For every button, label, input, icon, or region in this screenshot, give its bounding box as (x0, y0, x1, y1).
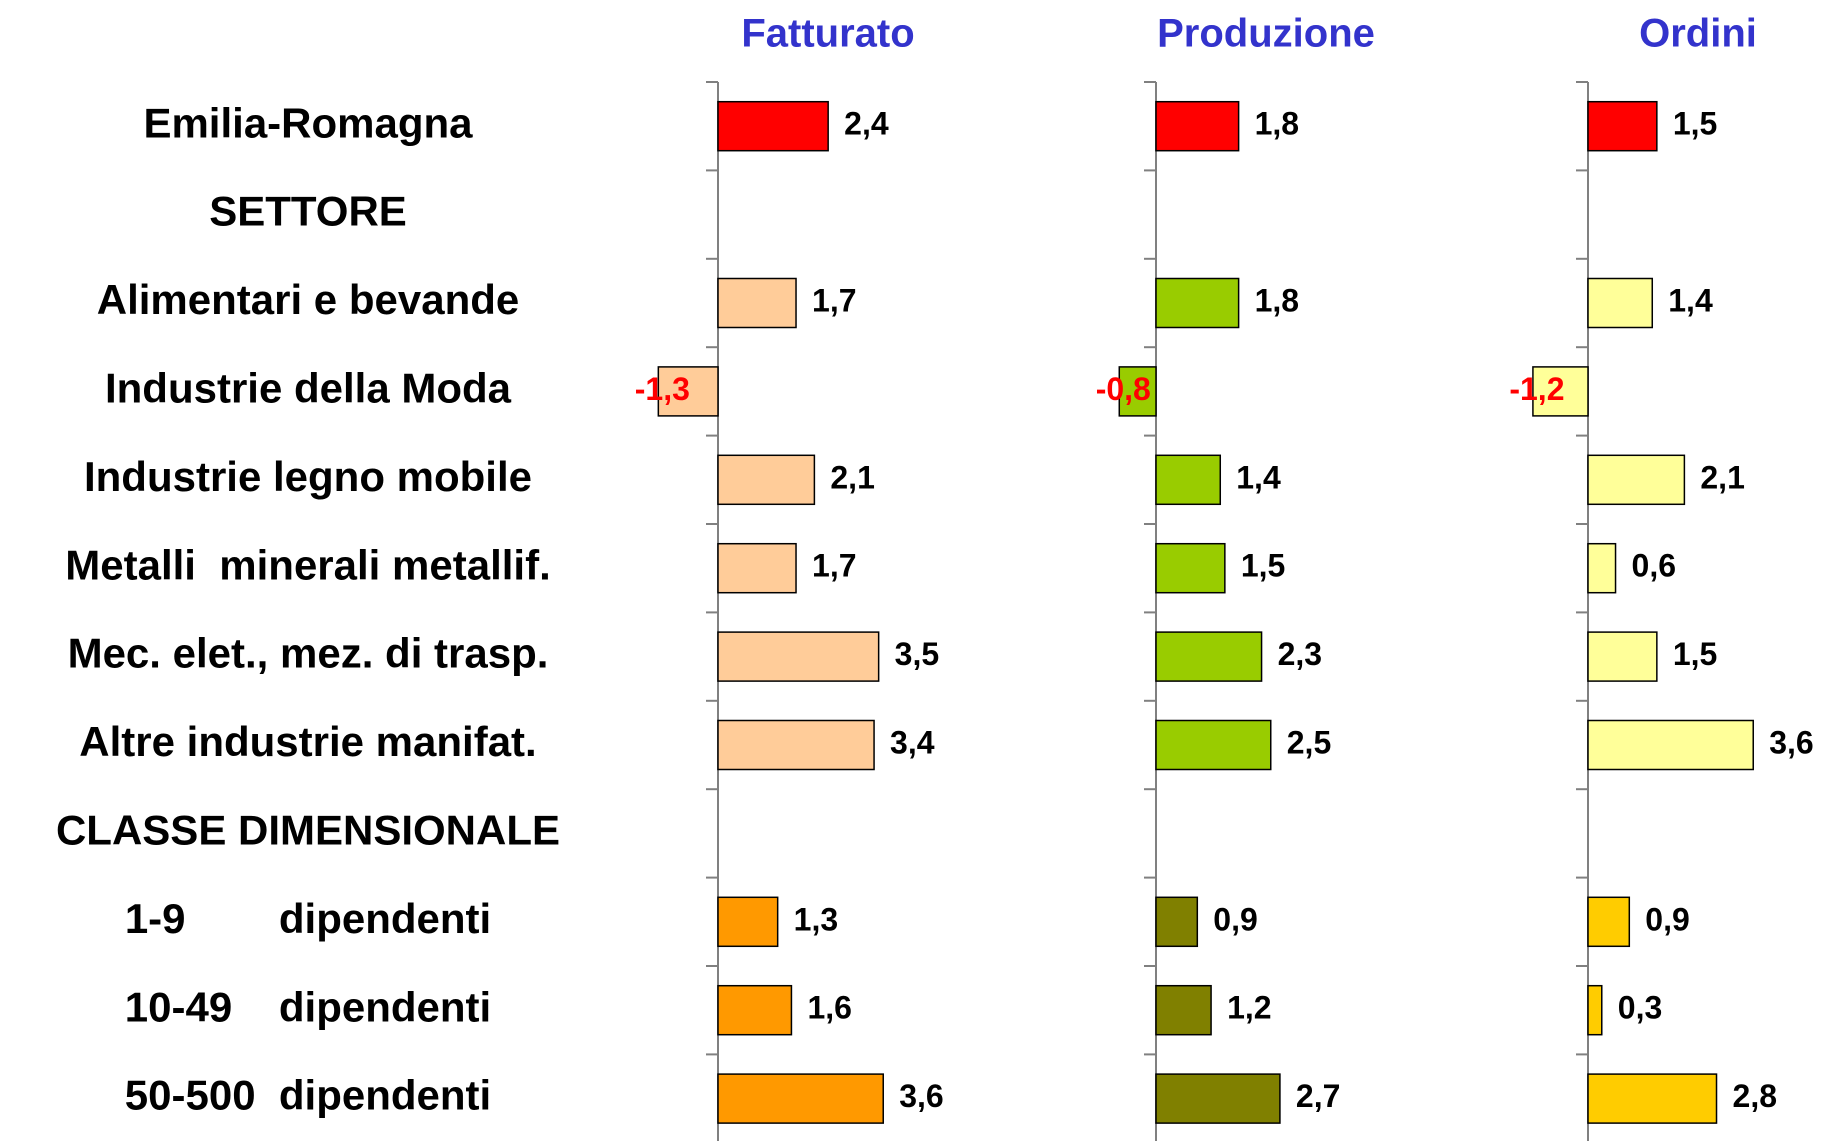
value-label: -1,2 (1509, 371, 1564, 407)
bar (1118, 366, 1157, 417)
bar (717, 277, 797, 329)
value-label: 1,7 (812, 548, 856, 584)
value-label: 1,2 (1227, 990, 1271, 1026)
bar (1155, 896, 1199, 948)
category-label: Metalli minerali metallif. (65, 541, 550, 588)
value-label: 1,5 (1241, 548, 1285, 584)
value-label: 1,5 (1673, 106, 1717, 142)
bar (1155, 542, 1226, 594)
bar (717, 631, 880, 682)
bar (1155, 277, 1240, 329)
value-label: 2,7 (1296, 1078, 1340, 1114)
value-label: 2,8 (1733, 1078, 1777, 1114)
bar (1587, 896, 1631, 948)
value-label: 2,1 (830, 459, 874, 495)
bar (657, 366, 719, 417)
value-label: 3,6 (1769, 724, 1813, 760)
bar (1155, 631, 1263, 682)
category-label: Alimentari e bevande (97, 276, 519, 323)
bar (1155, 719, 1272, 771)
value-label: 1,8 (1255, 106, 1299, 142)
bar (1155, 100, 1240, 152)
category-label: Mec. elet., mez. di trasp. (68, 630, 549, 677)
value-label: 3,6 (899, 1078, 943, 1114)
value-label: 1,3 (794, 901, 838, 937)
bar (717, 1073, 884, 1124)
value-label: 1,8 (1255, 282, 1299, 318)
value-label: 0,9 (1645, 901, 1689, 937)
bar (1587, 542, 1617, 594)
category-label: Industrie legno mobile (84, 453, 532, 500)
value-label: 1,5 (1673, 636, 1717, 672)
bar (1587, 719, 1754, 771)
value-label: 2,3 (1278, 636, 1322, 672)
bar (717, 719, 875, 771)
value-label: 3,5 (895, 636, 939, 672)
value-label: 2,5 (1287, 724, 1331, 760)
bar (717, 100, 829, 152)
value-label: 1,7 (812, 282, 856, 318)
value-label: -1,3 (635, 371, 690, 407)
bar (1587, 1073, 1718, 1124)
panel-title: Fatturato (741, 12, 914, 56)
bar (717, 984, 793, 1036)
bar (717, 896, 779, 948)
value-label: -0,8 (1096, 371, 1151, 407)
category-label: SETTORE (209, 188, 407, 235)
value-label: 1,4 (1668, 282, 1713, 318)
value-label: 1,6 (807, 990, 851, 1026)
category-label: 50-500 dipendenti (125, 1072, 491, 1119)
category-label: Industrie della Moda (105, 364, 512, 411)
value-label: 3,4 (890, 724, 935, 760)
category-label: 1-9 dipendenti (125, 895, 491, 942)
bar (1532, 366, 1589, 417)
bar (717, 542, 797, 594)
value-label: 0,6 (1632, 548, 1676, 584)
value-label: 0,3 (1618, 990, 1662, 1026)
panel-title: Produzione (1157, 12, 1375, 56)
bar (1587, 277, 1654, 329)
panel-title: Ordini (1639, 12, 1757, 56)
bar (1155, 984, 1212, 1036)
value-label: 2,4 (844, 106, 889, 142)
bar (1587, 631, 1658, 682)
bar (1587, 100, 1658, 152)
category-label: CLASSE DIMENSIONALE (56, 806, 560, 853)
category-label: 10-49 dipendenti (125, 983, 491, 1030)
bar (1155, 454, 1222, 506)
category-label: Emilia-Romagna (143, 99, 473, 146)
bar (1155, 1073, 1281, 1124)
category-label: Altre industrie manifat. (79, 718, 536, 765)
value-label: 0,9 (1213, 901, 1257, 937)
bar (1587, 454, 1686, 506)
value-label: 2,1 (1700, 459, 1744, 495)
value-label: 1,4 (1236, 459, 1281, 495)
bar (717, 454, 816, 506)
bar (1587, 984, 1603, 1036)
